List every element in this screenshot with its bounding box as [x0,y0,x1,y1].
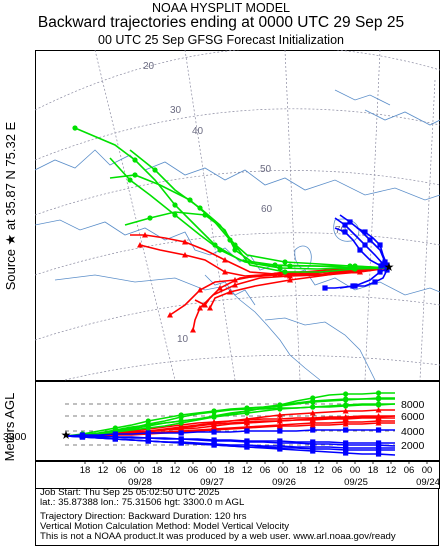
time-ticks: 18 12 06 00 18 12 06 00 18 12 06 00 18 12 06 00 18 12 06 00… [80,461,440,488]
height-tick-label: 8000 [401,399,425,411]
parallel-label: 60 [261,204,273,215]
date-label: 09/25 [344,477,368,488]
time-tick-label: 00 [278,465,289,476]
time-tick-label: 18 [80,465,91,476]
coastlines [35,89,440,381]
trajectory-title: Backward trajectories ending at 0000 UTC… [37,14,405,31]
height-tick-label: 4000 [401,426,425,438]
map-trajectories [72,125,390,333]
trajectory-map: 20 30 40 50 60 70 10 ★ [35,50,440,381]
method-line: Vertical Motion Calculation Method: Mode… [40,520,290,532]
lat-lon-grid [35,50,440,381]
vertical-blue-trajectory [65,427,395,438]
time-tick-label: 18 [368,465,379,476]
location-line: lat.: 35.87388 lon.: 75.31506 hgt: 3300.… [40,497,245,509]
source-location-label: Source ★ at 35.87 N 75.32 E [3,121,18,291]
parallel-label: 50 [260,164,272,175]
map-blue-trajectory [356,227,390,269]
forecast-subtitle: 00 UTC 25 Sep GFSG Forecast Initializati… [98,33,344,47]
time-tick-label: 12 [170,465,181,476]
time-tick-label: 00 [350,465,361,476]
height-tick-label: 6000 [401,411,425,423]
date-label: 09/27 [200,477,224,488]
source-star-icon: ★ [384,260,395,274]
time-tick-label: 00 [134,465,145,476]
map-green-trajectory [129,149,390,275]
job-start-line: Job Start: Thu Sep 25 05:02:50 UTC 2025 [40,487,220,498]
date-label: 09/24 [416,477,440,488]
time-tick-label: 12 [242,465,253,476]
job-info-footer: Job Start: Thu Sep 25 05:02:50 UTC 2025 … [35,487,439,546]
time-tick-label: 18 [152,465,163,476]
date-label: 09/28 [128,477,152,488]
date-label: 09/26 [272,477,296,488]
height-ticks: 8000 6000 4000 2000 [401,399,425,452]
time-tick-label: 12 [98,465,109,476]
source-height-label: 3300 [3,431,27,443]
parallel-label: 30 [170,105,182,116]
vertical-axis-label: Meters AGL [2,392,17,462]
time-tick-label: 06 [260,465,271,476]
map-blue-trajectory [339,267,390,289]
model-title: NOAA HYSPLIT MODEL [151,1,290,15]
time-tick-label: 06 [188,465,199,476]
time-tick-label: 18 [296,465,307,476]
vertical-profile-panel: ★ 8000 6000 4000 2000 [35,381,440,461]
disclaimer-line: This is not a NOAA product.It was produc… [40,531,396,543]
time-tick-label: 06 [116,465,127,476]
time-axis-frame [35,461,440,489]
parallel-label: 40 [192,126,204,137]
vertical-trajectories [65,390,396,457]
time-tick-label: 06 [404,465,415,476]
vertical-blue-trajectory [65,434,395,453]
time-tick-label: 00 [422,465,433,476]
time-axis-panel: 18 12 06 00 18 12 06 00 18 12 06 00 18 12 06 00 18 12 06 00… [35,461,440,489]
time-tick-label: 18 [224,465,235,476]
map-frame [35,50,440,381]
time-tick-label: 12 [314,465,325,476]
direction-line: Trajectory Direction: Backward Duration:… [40,510,247,522]
height-tick-label: 2000 [401,440,425,452]
parallel-label: 10 [177,334,189,345]
vertical-source-star-icon: ★ [61,428,72,442]
time-tick-label: 00 [206,465,217,476]
parallel-label: 20 [143,61,155,72]
map-green-trajectory [124,211,390,269]
time-tick-label: 06 [332,465,343,476]
time-tick-label: 12 [386,465,397,476]
map-blue-trajectory [334,227,390,269]
